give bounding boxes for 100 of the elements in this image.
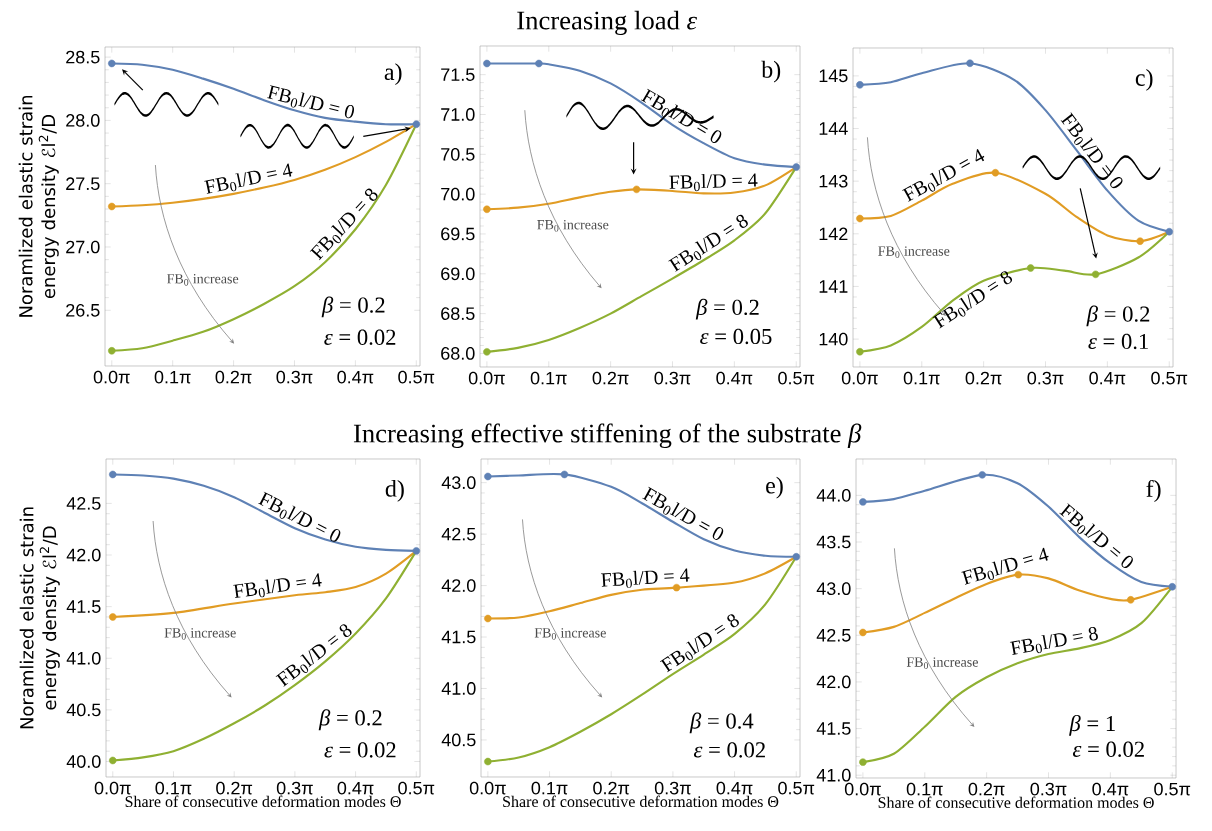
text: FB$_{0}$l/D = 8 xyxy=(1009,627,1098,655)
annotation: FB$_{0}$ increase xyxy=(534,628,606,640)
y-tick-label: 70.5 xyxy=(441,147,475,161)
annotation: β = 0.2 xyxy=(318,709,382,731)
point xyxy=(483,59,491,68)
text: FB$_{0}$l/D = 4 xyxy=(902,148,985,202)
point xyxy=(859,498,867,506)
y-tick-label: 71.5 xyxy=(441,68,475,81)
y-tick-label: 42.0 xyxy=(816,675,851,689)
x-tick-label: 0.4π xyxy=(1092,782,1129,796)
point xyxy=(1126,596,1135,604)
point xyxy=(792,553,801,561)
y-tick-label: 43.5 xyxy=(816,535,851,549)
annotation: FB$_{0}$ increase xyxy=(906,657,978,669)
point xyxy=(792,163,801,171)
y-tick-label: 68.5 xyxy=(441,307,475,320)
x-tick-label: 0.4π xyxy=(337,781,374,795)
point xyxy=(484,614,492,623)
x-tick-label: 0.5π xyxy=(398,781,435,795)
point xyxy=(109,756,117,765)
x-tick-label: 0.1π xyxy=(155,781,192,795)
y-tick-label: 68.0 xyxy=(441,347,475,360)
annotation: f) xyxy=(1146,479,1161,502)
point xyxy=(859,628,867,637)
annotation: d) xyxy=(385,479,404,502)
series-label: FB$_{0}$l/D = 4 xyxy=(669,173,758,192)
annotation: β = 1 xyxy=(1069,714,1115,736)
chart-title: Increasing effective stiffening of the substrate β xyxy=(353,423,862,449)
text: FB$_{0}$l/D = 0 xyxy=(1059,503,1133,569)
text: FB$_{0}$l/D = 8 xyxy=(668,214,748,272)
annotation: FB$_{0}$ increase xyxy=(164,628,236,640)
series-label: FB$_{0}$l/D = 4 xyxy=(600,568,690,589)
point xyxy=(1168,583,1177,591)
y-tick-label: 41.5 xyxy=(441,630,476,644)
x-tick-label: 0.1π xyxy=(903,371,940,385)
point xyxy=(412,120,421,128)
x-tick-label: 0.3π xyxy=(276,370,313,384)
text: FB$_{0}$l/D = 0 xyxy=(1060,112,1123,189)
annotation: β = 0.2 xyxy=(321,296,385,318)
y-tick-label: 27.0 xyxy=(66,240,100,254)
text: FB$_{0}$l/D = 0 xyxy=(258,491,341,542)
text: FB$_{0}$l/D = 4 xyxy=(204,163,293,194)
annotation: ε = 0.1 xyxy=(1088,333,1148,350)
point xyxy=(1165,227,1174,236)
annotation: ε = 0.05 xyxy=(700,328,772,345)
point xyxy=(1136,237,1144,245)
x-tick-label: 0.0π xyxy=(469,781,506,795)
annotation: b) xyxy=(761,60,781,83)
y-tick-label: 70.0 xyxy=(441,187,475,201)
x-tick-label: 0.0π xyxy=(844,782,881,796)
y-tick-label: 43.0 xyxy=(816,582,851,596)
annotation: β = 0.2 xyxy=(695,298,759,320)
x-tick-label: 0.0π xyxy=(94,781,131,795)
point xyxy=(483,348,491,356)
y-tick-label: 28.5 xyxy=(66,50,100,64)
x-tick-label: 0.4π xyxy=(716,781,753,795)
point xyxy=(483,205,491,214)
x-tick-label: 0.1π xyxy=(906,782,943,796)
x-tick-label: 0.5π xyxy=(1151,371,1188,385)
y-tick-label: 69.0 xyxy=(441,267,475,281)
x-tick-label: 0.5π xyxy=(398,370,435,384)
point xyxy=(108,347,116,355)
point xyxy=(856,214,864,223)
point xyxy=(856,81,864,89)
text: FB$_{0}$l/D = 8 xyxy=(275,624,352,687)
text: FB$_{0}$l/D = 0 xyxy=(642,486,724,540)
point xyxy=(672,583,681,592)
y-tick-label: 40.0 xyxy=(66,755,101,768)
y-tick-label: 144 xyxy=(819,122,848,135)
x-tick-label: 0.3π xyxy=(654,781,691,795)
y-tick-label: 140 xyxy=(819,332,848,346)
annotation: ε = 0.02 xyxy=(693,742,765,758)
x-tick-label: 0.5π xyxy=(1154,782,1191,796)
y-tick-label: 41.0 xyxy=(441,682,476,695)
y-tick-label: 41.5 xyxy=(816,722,851,735)
point xyxy=(632,185,641,194)
point xyxy=(856,347,864,356)
y-tick-label: 42.0 xyxy=(441,579,476,592)
y-tick-label: 41.5 xyxy=(66,600,101,613)
x-tick-label: 0.3π xyxy=(276,781,313,795)
y-tick-label: 41.0 xyxy=(816,768,851,782)
point xyxy=(1026,264,1035,272)
x-tick-label: 0.2π xyxy=(968,782,1005,796)
x-tick-label: 0.2π xyxy=(215,370,252,384)
y-tick-label: 143 xyxy=(819,174,848,188)
y-tick-label: 145 xyxy=(819,69,848,83)
x-tick-label: 0.5π xyxy=(778,371,815,385)
y-tick-label: 142 xyxy=(819,227,848,241)
annotation: c) xyxy=(1135,68,1153,91)
x-tick-label: 0.2π xyxy=(965,371,1002,385)
x-tick-label: 0.1π xyxy=(154,370,191,384)
point xyxy=(859,758,867,766)
annotation: FB$_{0}$ increase xyxy=(167,274,239,286)
annotation: FB$_{0}$ increase xyxy=(878,246,950,258)
x-tick-label: 0.2π xyxy=(593,781,630,795)
annotation: e) xyxy=(766,476,783,499)
annotation: β = 0.4 xyxy=(689,712,754,734)
point xyxy=(978,471,986,479)
point xyxy=(1091,270,1100,279)
point xyxy=(966,59,974,67)
